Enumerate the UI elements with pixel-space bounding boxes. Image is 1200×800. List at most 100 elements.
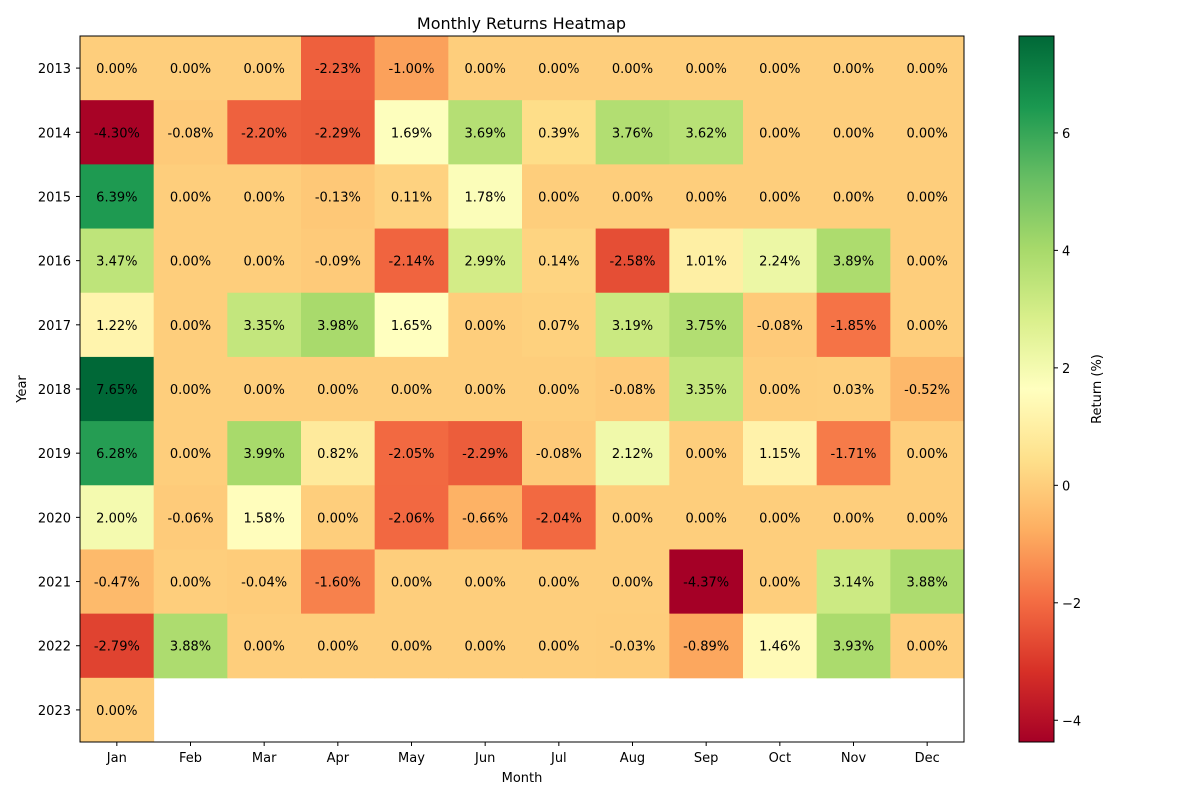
x-tick-label: Aug <box>620 751 645 766</box>
cell-value-label: 0.00% <box>244 62 285 77</box>
heatmap-cell <box>301 100 376 165</box>
cell-value-label: 3.75% <box>686 319 727 334</box>
cell-value-label: 0.00% <box>538 576 579 591</box>
cell-value-label: 2.00% <box>96 511 137 526</box>
cell-value-label: 0.00% <box>538 383 579 398</box>
cell-value-label: 0.00% <box>244 255 285 270</box>
cell-value-label: -1.60% <box>315 576 361 591</box>
cell-value-label: 3.93% <box>833 640 874 655</box>
cell-value-label: -0.66% <box>462 511 508 526</box>
colorbar-label: Return (%) <box>1090 354 1105 424</box>
x-tick-label: Sep <box>694 751 719 766</box>
colorbar-tick-label: 2 <box>1062 362 1070 377</box>
heatmap-cell <box>80 356 155 422</box>
heatmap-cell <box>743 421 818 486</box>
y-tick-label: 2019 <box>38 447 71 462</box>
cell-value-label: 0.00% <box>833 511 874 526</box>
heatmap-cell <box>669 292 744 358</box>
heatmap-cell <box>374 485 449 550</box>
cell-value-label: -0.06% <box>168 511 214 526</box>
cell-value-label: 2.12% <box>612 447 653 462</box>
x-tick-label: Mar <box>252 751 277 766</box>
cell-value-label: 0.00% <box>612 190 653 205</box>
heatmap-cell <box>743 100 818 165</box>
heatmap-cell <box>227 356 302 422</box>
heatmap-cell <box>301 292 376 358</box>
heatmap-cell <box>80 421 155 486</box>
cell-value-label: 3.35% <box>244 319 285 334</box>
heatmap-cell <box>153 613 228 679</box>
heatmap-cell <box>522 421 597 486</box>
cell-value-label: -1.71% <box>831 447 877 462</box>
heatmap-cell <box>227 549 302 615</box>
cell-value-label: 0.00% <box>391 640 432 655</box>
cell-value-label: -2.06% <box>389 511 435 526</box>
colorbar-tick-label: −2 <box>1062 597 1081 612</box>
heatmap-cell <box>301 36 376 101</box>
cell-value-label: -0.08% <box>168 126 214 141</box>
heatmap-cell <box>669 164 744 230</box>
heatmap-cell <box>80 613 155 679</box>
x-tick-label: Jan <box>106 751 127 766</box>
cell-value-label: 0.00% <box>170 447 211 462</box>
cell-value-label: -0.08% <box>757 319 803 334</box>
heatmap-cell <box>301 421 376 486</box>
y-tick-label: 2013 <box>38 62 71 77</box>
heatmap-cell <box>522 356 597 422</box>
heatmap-cell <box>743 485 818 550</box>
y-tick-label: 2015 <box>38 190 71 205</box>
cell-value-label: 0.00% <box>465 319 506 334</box>
cell-value-label: 1.58% <box>244 511 285 526</box>
heatmap-cell <box>374 549 449 615</box>
y-tick-label: 2018 <box>38 383 71 398</box>
heatmap-cell <box>743 549 818 615</box>
cell-value-label: 0.00% <box>170 576 211 591</box>
heatmap-cell <box>522 613 597 679</box>
cell-value-label: 0.00% <box>612 62 653 77</box>
heatmap-cell <box>522 164 597 230</box>
y-tick-label: 2021 <box>38 576 71 591</box>
heatmap-cell <box>153 100 228 165</box>
cell-value-label: -2.14% <box>389 255 435 270</box>
heatmap-cells <box>80 36 965 743</box>
heatmap-cell <box>595 36 670 101</box>
heatmap-cell <box>522 549 597 615</box>
heatmap-cell <box>448 485 523 550</box>
heatmap-cell <box>595 549 670 615</box>
cell-value-label: 1.69% <box>391 126 432 141</box>
heatmap-cell <box>153 421 228 486</box>
heatmap-cell <box>522 485 597 550</box>
heatmap-cell <box>227 164 302 230</box>
cell-value-label: -2.23% <box>315 62 361 77</box>
x-tick-label: Jul <box>550 751 567 766</box>
cell-value-label: -0.08% <box>610 383 656 398</box>
y-tick-label: 2022 <box>38 640 71 655</box>
heatmap-cell <box>595 292 670 358</box>
cell-value-label: 0.00% <box>759 126 800 141</box>
cell-value-label: -2.29% <box>462 447 508 462</box>
cell-value-label: 0.03% <box>833 383 874 398</box>
cell-value-label: -2.04% <box>536 511 582 526</box>
heatmap-cell <box>595 164 670 230</box>
heatmap-cell <box>743 228 818 294</box>
heatmap-cell <box>301 613 376 679</box>
cell-value-label: 1.46% <box>759 640 800 655</box>
cell-value-label: 1.01% <box>686 255 727 270</box>
cell-value-label: 0.00% <box>170 383 211 398</box>
heatmap-cell <box>669 228 744 294</box>
cell-value-label: -1.00% <box>389 62 435 77</box>
y-tick-label: 2023 <box>38 704 71 719</box>
cell-value-label: 3.14% <box>833 576 874 591</box>
cell-value-label: 3.88% <box>170 640 211 655</box>
heatmap-cell <box>816 292 891 358</box>
heatmap-cell <box>595 356 670 422</box>
cell-value-label: 0.00% <box>907 62 948 77</box>
cell-value-label: 0.00% <box>759 383 800 398</box>
cell-value-label: -0.47% <box>94 576 140 591</box>
heatmap-cell <box>743 292 818 358</box>
cell-value-label: 1.15% <box>759 447 800 462</box>
y-tick-label: 2020 <box>38 511 71 526</box>
cell-value-label: 0.00% <box>391 576 432 591</box>
heatmap-cell <box>227 613 302 679</box>
